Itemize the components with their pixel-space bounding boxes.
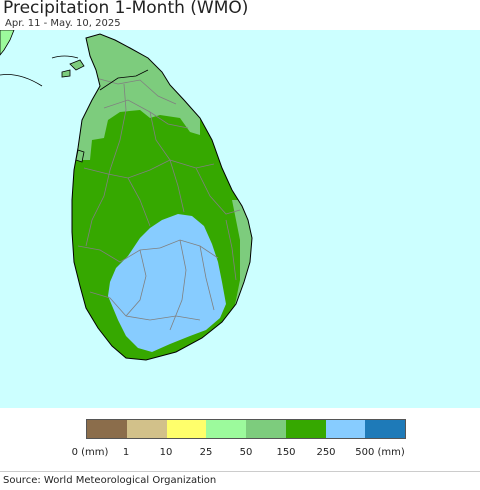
- islet: [69, 59, 85, 71]
- source-text: Source: World Meteorological Organizatio…: [3, 475, 217, 486]
- legend-swatch-10-25: [166, 420, 207, 438]
- legend-swatch-1-10: [126, 420, 167, 438]
- legend-label-500: 500 (mm): [355, 447, 405, 458]
- coastline-strand: [0, 74, 43, 87]
- legend-label-250: 250: [316, 447, 336, 458]
- legend-label-1: 1: [122, 447, 130, 458]
- legend-swatch-150-250: [285, 420, 326, 438]
- legend-swatch-50-150: [246, 420, 286, 438]
- legend-swatch-500-plus: [365, 420, 405, 438]
- source-footer: Source: World Meteorological Organizatio…: [0, 471, 480, 490]
- legend-label-10: 10: [159, 447, 173, 458]
- legend-label-25: 25: [199, 447, 213, 458]
- legend-label-50: 50: [239, 447, 253, 458]
- islet: [75, 149, 85, 163]
- precipitation-map: [0, 30, 480, 408]
- zone-50-150-east: [232, 200, 252, 318]
- india-coast: [0, 30, 15, 56]
- map-title: Precipitation 1-Month (WMO): [3, 0, 249, 18]
- legend-swatch-250-500: [325, 420, 366, 438]
- district-borders: [77, 77, 241, 331]
- legend-swatch-0-1: [87, 420, 127, 438]
- legend-label-150: 150: [276, 447, 296, 458]
- map-canvas: [0, 30, 480, 408]
- legend-label-0: 0 (mm): [71, 447, 109, 458]
- date-range: Apr. 11 - May. 10, 2025: [5, 18, 121, 29]
- legend-colorbar: [86, 419, 406, 439]
- legend-swatch-25-50: [206, 420, 246, 438]
- coastline-strand: [51, 55, 79, 59]
- islet: [61, 69, 71, 78]
- lagoon-edge: [99, 69, 149, 91]
- zone-250-500: [108, 214, 226, 352]
